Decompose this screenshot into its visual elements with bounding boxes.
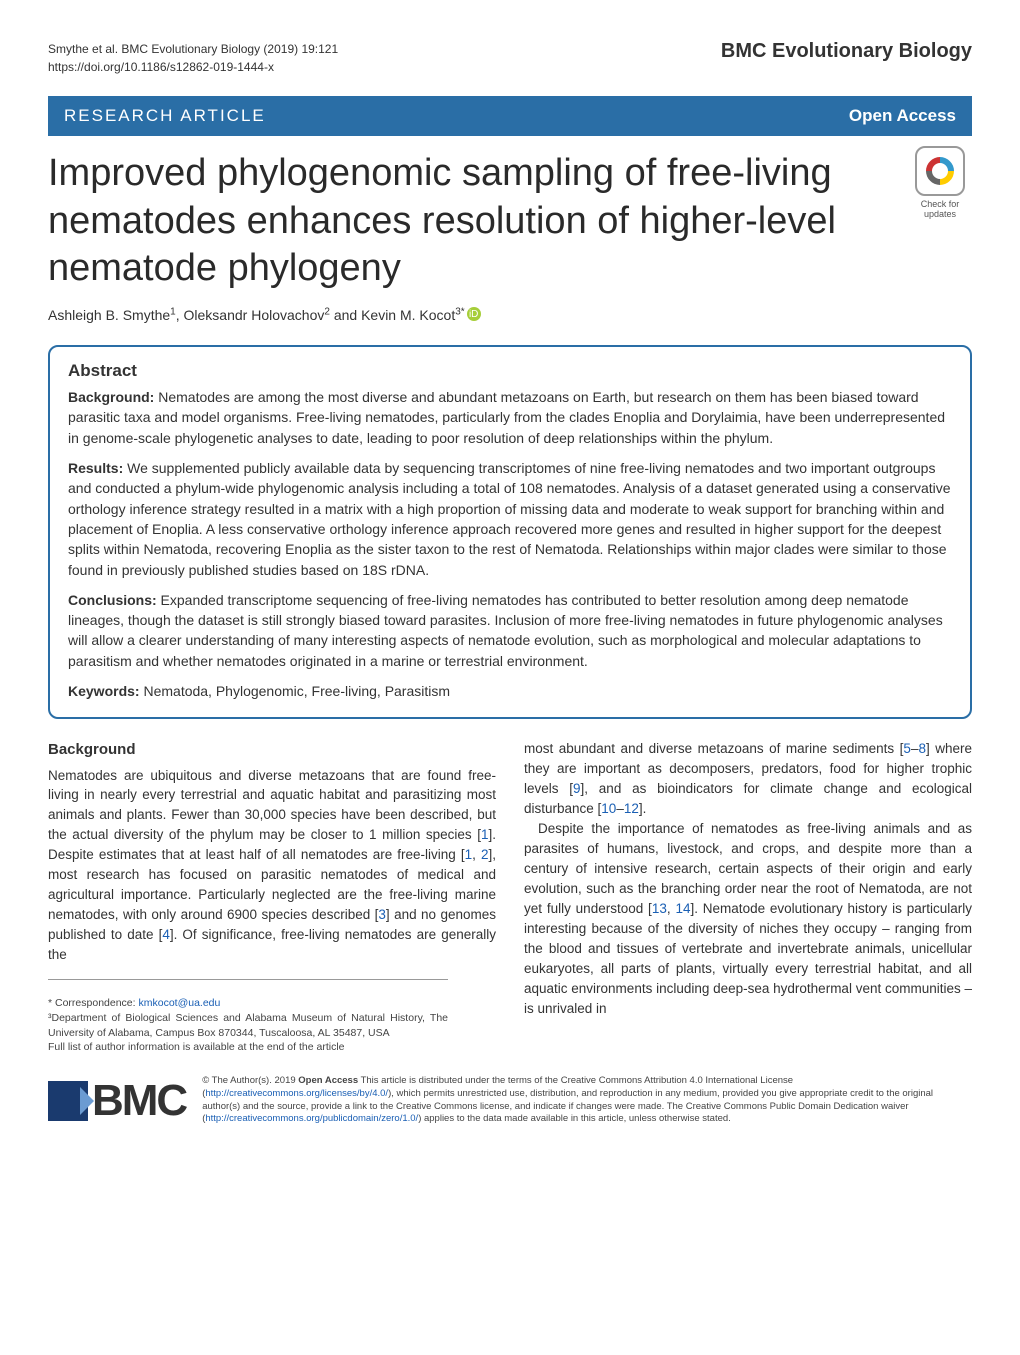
background-paragraph-3: Despite the importance of nematodes as f…	[524, 819, 972, 1019]
citation-link[interactable]: 10	[601, 801, 616, 816]
keywords-label: Keywords:	[68, 683, 140, 699]
citation-link[interactable]: 1	[465, 847, 473, 862]
citation-link[interactable]: 9	[573, 781, 581, 796]
citation-block: Smythe et al. BMC Evolutionary Biology (…	[48, 40, 338, 76]
citation-link[interactable]: 14	[675, 901, 690, 916]
citation-link[interactable]: 5	[903, 741, 911, 756]
correspondence-email[interactable]: kmkocot@ua.edu	[138, 997, 220, 1009]
cc-license-link[interactable]: http://creativecommons.org/licenses/by/4…	[205, 1088, 388, 1099]
doi-line: https://doi.org/10.1186/s12862-019-1444-…	[48, 58, 338, 76]
abstract-background: Background: Nematodes are among the most…	[68, 387, 952, 448]
article-type-bar: RESEARCH ARTICLE Open Access	[48, 96, 972, 136]
body-columns: Background Nematodes are ubiquitous and …	[0, 739, 1020, 1065]
keywords-text: Nematoda, Phylogenomic, Free-living, Par…	[140, 683, 450, 699]
correspondence-line: * Correspondence: kmkocot@ua.edu	[48, 996, 448, 1011]
abstract-conclusions-text: Expanded transcriptome sequencing of fre…	[68, 592, 943, 669]
authors-line: Ashleigh B. Smythe1, Oleksandr Holovacho…	[0, 297, 1020, 342]
crossmark-badge[interactable]: Check for updates	[908, 146, 972, 219]
bmc-logo-text: BMC	[92, 1076, 186, 1126]
background-paragraph-2: most abundant and diverse metazoans of m…	[524, 739, 972, 819]
abstract-results-label: Results:	[68, 460, 123, 476]
citation-link[interactable]: 13	[652, 901, 667, 916]
abstract-conclusions: Conclusions: Expanded transcriptome sequ…	[68, 590, 952, 671]
license-footer: BMC © The Author(s). 2019 Open Access Th…	[0, 1065, 1020, 1156]
title-section: Improved phylogenomic sampling of free-l…	[0, 136, 1020, 297]
bmc-logo: BMC	[48, 1076, 186, 1126]
affiliation-line: ³Department of Biological Sciences and A…	[48, 1011, 448, 1040]
background-paragraph-1: Nematodes are ubiquitous and diverse met…	[48, 766, 496, 966]
citation-link[interactable]: 12	[624, 801, 639, 816]
full-author-info-line: Full list of author information is avail…	[48, 1040, 448, 1055]
journal-name: BMC Evolutionary Biology	[721, 40, 972, 63]
column-right: most abundant and diverse metazoans of m…	[524, 739, 972, 1065]
crossmark-icon	[915, 146, 965, 196]
abstract-conclusions-label: Conclusions:	[68, 592, 157, 608]
citation-line: Smythe et al. BMC Evolutionary Biology (…	[48, 40, 338, 58]
crossmark-label: Check for updates	[921, 199, 960, 219]
authors-text: Ashleigh B. Smythe1, Oleksandr Holovacho…	[48, 307, 465, 323]
orcid-icon[interactable]: iD	[467, 307, 481, 321]
correspondence-block: * Correspondence: kmkocot@ua.edu ³Depart…	[48, 979, 448, 1065]
column-left: Background Nematodes are ubiquitous and …	[48, 739, 496, 1065]
citation-link[interactable]: 8	[918, 741, 926, 756]
background-heading: Background	[48, 739, 496, 761]
article-title: Improved phylogenomic sampling of free-l…	[48, 150, 868, 293]
abstract-background-text: Nematodes are among the most diverse and…	[68, 389, 945, 446]
crossmark-circle-icon	[920, 151, 960, 191]
cc0-license-link[interactable]: http://creativecommons.org/publicdomain/…	[205, 1113, 418, 1124]
open-access-bold: Open Access	[298, 1075, 358, 1086]
abstract-background-label: Background:	[68, 389, 154, 405]
article-type-label: RESEARCH ARTICLE	[64, 106, 266, 126]
abstract-results: Results: We supplemented publicly availa…	[68, 458, 952, 580]
abstract-heading: Abstract	[68, 361, 952, 381]
abstract-results-text: We supplemented publicly available data …	[68, 460, 951, 577]
page-header: Smythe et al. BMC Evolutionary Biology (…	[0, 0, 1020, 88]
abstract-keywords: Keywords: Nematoda, Phylogenomic, Free-l…	[68, 681, 952, 701]
license-text: © The Author(s). 2019 Open Access This a…	[202, 1075, 972, 1126]
citation-link[interactable]: 4	[162, 927, 170, 942]
open-access-label: Open Access	[849, 106, 956, 126]
bmc-logo-icon	[48, 1081, 88, 1121]
citation-link[interactable]: 3	[378, 907, 386, 922]
abstract-box: Abstract Background: Nematodes are among…	[48, 345, 972, 719]
